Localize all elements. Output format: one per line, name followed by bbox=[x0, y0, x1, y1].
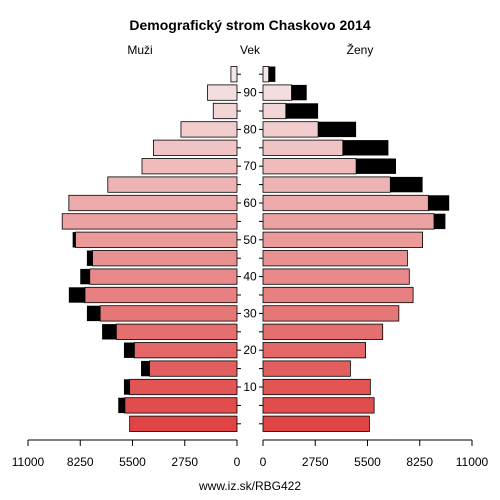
x-tick-label: 8250 bbox=[67, 455, 94, 469]
male-bar bbox=[152, 139, 238, 156]
x-tick-label: 2750 bbox=[302, 455, 329, 469]
female-excess-bar bbox=[291, 84, 307, 101]
male-bar bbox=[92, 250, 238, 267]
male-bar bbox=[84, 286, 238, 304]
male-excess-bar bbox=[86, 305, 101, 322]
female-bar bbox=[262, 102, 287, 120]
female-excess-bar bbox=[356, 158, 396, 174]
male-bar bbox=[99, 305, 238, 322]
male-bar bbox=[212, 102, 238, 120]
male-bar bbox=[230, 66, 238, 83]
male-bar bbox=[107, 176, 238, 193]
female-bar bbox=[262, 66, 270, 83]
female-bar bbox=[262, 194, 429, 212]
footer-source: www.iz.sk/RBG422 bbox=[198, 479, 301, 493]
male-bar bbox=[124, 397, 238, 414]
female-bar bbox=[262, 213, 435, 230]
x-tick-label: 11000 bbox=[456, 455, 489, 469]
male-bar bbox=[207, 84, 238, 101]
age-tick-label: 90 bbox=[243, 86, 257, 100]
female-bar bbox=[262, 323, 384, 340]
male-excess-bar bbox=[86, 250, 93, 266]
male-excess-bar bbox=[118, 397, 125, 414]
age-axis-label: Vek bbox=[240, 43, 261, 57]
female-bar bbox=[262, 305, 400, 322]
male-excess-bar bbox=[68, 287, 85, 303]
male-excess-bar bbox=[102, 324, 117, 340]
male-bar bbox=[129, 415, 238, 432]
male-excess-bar bbox=[72, 232, 76, 248]
male-bar bbox=[129, 378, 238, 396]
male-label: Muži bbox=[127, 43, 152, 57]
age-axis: 10 20 30 40 50 60 70 80 90 bbox=[237, 73, 263, 425]
age-tick-label: 40 bbox=[243, 270, 257, 284]
female-label: Ženy bbox=[347, 42, 374, 57]
male-excess-bar bbox=[123, 379, 130, 395]
age-tick-label: 10 bbox=[243, 380, 257, 394]
chart-title: Demografický strom Chaskovo 2014 bbox=[129, 17, 370, 33]
male-bars bbox=[61, 66, 238, 432]
female-bar bbox=[262, 84, 292, 101]
x-tick-label: 5500 bbox=[119, 455, 146, 469]
age-tick-label: 30 bbox=[243, 306, 257, 320]
female-bar bbox=[262, 286, 414, 304]
female-excess-bar bbox=[390, 176, 423, 193]
age-tick-label: 70 bbox=[243, 159, 257, 173]
female-bar bbox=[262, 342, 366, 359]
x-tick-label: 2750 bbox=[171, 455, 198, 469]
male-bar bbox=[149, 360, 238, 377]
female-bar bbox=[262, 158, 357, 175]
female-excess-bar bbox=[428, 195, 450, 211]
female-bar bbox=[262, 415, 370, 432]
x-tick-label: 11000 bbox=[12, 455, 45, 469]
female-excess-bar bbox=[434, 213, 446, 230]
female-bar bbox=[262, 268, 410, 285]
x-tick-label: 0 bbox=[260, 455, 267, 469]
female-bar bbox=[262, 121, 319, 138]
female-bar bbox=[262, 139, 344, 156]
male-bar bbox=[133, 342, 238, 359]
female-bar bbox=[262, 397, 375, 414]
x-tick-label: 8250 bbox=[406, 455, 433, 469]
female-excess-bar bbox=[268, 66, 276, 82]
female-bar bbox=[262, 231, 424, 248]
male-excess-bar bbox=[141, 360, 150, 377]
female-excess-bar bbox=[318, 121, 357, 138]
female-excess-bar bbox=[342, 140, 389, 156]
male-bar bbox=[75, 231, 238, 248]
x-tick-label: 5500 bbox=[354, 455, 381, 469]
male-excess-bar bbox=[80, 268, 90, 285]
x-axis: 11000 8250 5500 2750 0 0 2750 5500 8250 11000 bbox=[12, 439, 489, 469]
age-tick-label: 20 bbox=[243, 343, 257, 357]
male-bar bbox=[141, 158, 238, 175]
age-tick-label: 80 bbox=[243, 122, 257, 136]
male-bar bbox=[89, 268, 238, 285]
male-bar bbox=[115, 323, 238, 340]
female-bar bbox=[262, 360, 351, 377]
female-excess-bar bbox=[285, 103, 319, 119]
female-bars bbox=[262, 66, 450, 432]
male-bar bbox=[61, 213, 238, 230]
age-tick-label: 60 bbox=[243, 196, 257, 210]
x-tick-label: 0 bbox=[234, 455, 241, 469]
age-tick-label: 50 bbox=[243, 233, 257, 247]
male-excess-bar bbox=[123, 342, 135, 358]
female-bar bbox=[262, 176, 391, 193]
female-bar bbox=[262, 250, 408, 267]
female-bar bbox=[262, 378, 371, 396]
male-bar bbox=[68, 194, 238, 212]
male-bar bbox=[180, 121, 238, 138]
